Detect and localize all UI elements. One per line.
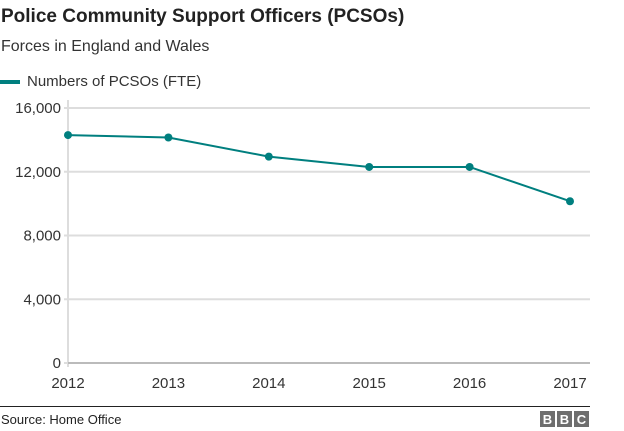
x-tick-label: 2013 — [152, 375, 185, 392]
y-tick-label: 16,000 — [15, 100, 61, 117]
x-tick-label: 2017 — [553, 375, 586, 392]
chart-subtitle: Forces in England and Wales — [1, 38, 210, 55]
y-tick-label: 12,000 — [15, 164, 61, 181]
bbc-logo-letter: C — [574, 411, 589, 427]
chart-title: Police Community Support Officers (PCSOs… — [1, 6, 405, 27]
data-point — [365, 162, 374, 171]
y-tick-label: 0 — [53, 355, 61, 372]
footer-divider — [0, 406, 590, 407]
bbc-logo-letter: B — [540, 411, 555, 427]
y-tick-label: 8,000 — [23, 228, 61, 245]
bbc-logo-letter: B — [557, 411, 572, 427]
legend-swatch — [0, 79, 20, 84]
x-tick-label: 2016 — [453, 375, 486, 392]
x-tick-label: 2012 — [51, 375, 84, 392]
bbc-logo: B B C — [540, 411, 589, 427]
data-point — [465, 162, 474, 171]
data-point — [566, 197, 574, 206]
x-tick-label: 2014 — [252, 375, 285, 392]
data-point — [64, 131, 72, 140]
source-note: Source: Home Office — [1, 412, 122, 427]
legend: Numbers of PCSOs (FTE) — [0, 73, 201, 90]
y-tick-label: 4,000 — [23, 291, 61, 308]
x-tick-label: 2015 — [353, 375, 386, 392]
data-point — [264, 152, 273, 161]
series-line — [67, 134, 571, 203]
legend-label: Numbers of PCSOs (FTE) — [27, 73, 202, 90]
line-chart: 0 4,000 8,000 12,000 16,000 2012 2013 2014 2015 2… — [15, 100, 590, 392]
data-point — [164, 133, 173, 142]
